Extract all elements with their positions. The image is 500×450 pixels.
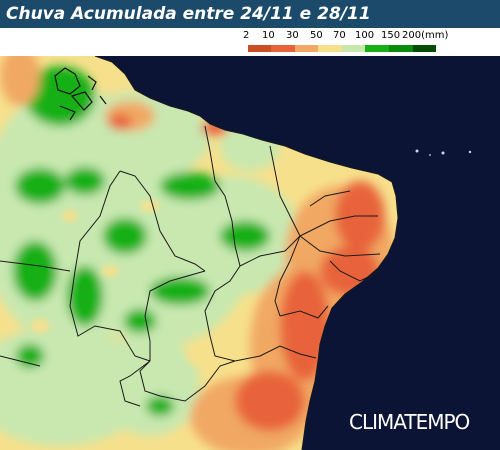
legend-label: 2 [243, 30, 250, 41]
legend-swatch [294, 45, 319, 52]
island [415, 149, 419, 153]
island [429, 154, 431, 156]
legend-label: 150 [381, 30, 401, 41]
island [468, 150, 472, 154]
legend-swatch [271, 45, 295, 52]
legend-color-bar [224, 45, 437, 52]
legend-labels: 2 10 30 50 70 100 150 200(mm) [0, 30, 500, 44]
legend-swatch [318, 45, 342, 52]
legend-label: 200(mm) [402, 30, 449, 41]
legend-swatch [412, 45, 437, 52]
estuary-islands [54, 67, 107, 121]
island [441, 151, 445, 155]
legend-label: 10 [262, 30, 275, 41]
climatempo-logo: CLIMATEMPO [349, 410, 470, 434]
color-scale-legend: 2 10 30 50 70 100 150 200(mm) [0, 28, 500, 56]
legend-swatch [341, 45, 366, 52]
map-title: Chuva Acumulada entre 24/11 e 28/11 [0, 0, 500, 28]
state-borders [0, 125, 381, 407]
legend-swatch [247, 45, 272, 52]
legend-label: 100 [355, 30, 375, 41]
legend-swatch [365, 45, 389, 52]
legend-label: 50 [310, 30, 323, 41]
legend-label: 30 [286, 30, 299, 41]
legend-swatch [388, 45, 413, 52]
coastline [94, 56, 399, 450]
rainfall-map [0, 56, 500, 450]
legend-label: 70 [333, 30, 346, 41]
legend-swatch [224, 45, 248, 52]
